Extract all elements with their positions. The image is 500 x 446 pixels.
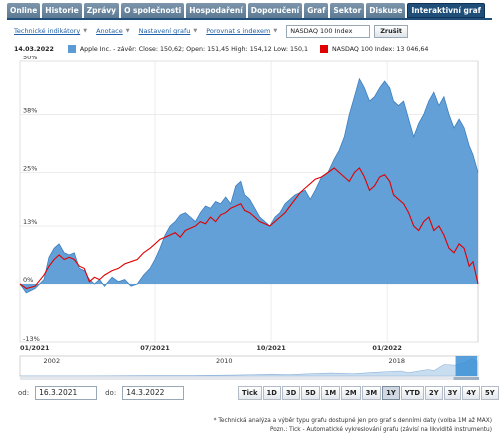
zoom-button-8[interactable]: YTD xyxy=(400,386,424,400)
cancel-compare-button[interactable]: Zrušit xyxy=(374,24,408,38)
annotations-link[interactable]: Anotace xyxy=(96,27,123,35)
stock-area-outline xyxy=(19,77,479,294)
stock-area-series xyxy=(20,78,478,293)
zoom-button-3[interactable]: 5D xyxy=(301,386,320,400)
chart-legend: 14.03.2022 Apple Inc. - závěr: Close: 15… xyxy=(14,43,490,55)
compare-with-index-link[interactable]: Porovnat s indexem xyxy=(206,27,271,35)
navigator-selection[interactable] xyxy=(455,356,477,376)
y-tick-label-4: 0% xyxy=(23,276,33,284)
zoom-button-12[interactable]: 5Y xyxy=(480,386,499,400)
x-tick-label-2: 10/2021 xyxy=(256,344,286,352)
date-range: od: 16.3.2021 do: 14.3.2022 xyxy=(18,386,185,400)
zoom-button-5[interactable]: 2M xyxy=(341,386,361,400)
x-tick-label-3: 01/2022 xyxy=(372,344,402,352)
footer-note-tick: Pozn.: Tick - Automatické vykreslování g… xyxy=(269,427,492,433)
tab-6[interactable]: Graf xyxy=(304,3,329,18)
navigator-year-label-0: 2002 xyxy=(44,357,61,365)
index-series-swatch xyxy=(319,45,328,53)
tab-3[interactable]: O společnosti xyxy=(121,3,185,18)
date-to-input[interactable]: 14.3.2022 xyxy=(122,386,185,400)
y-tick-label-5: -13% xyxy=(23,335,40,343)
zoom-button-1[interactable]: 1D xyxy=(262,386,281,400)
navigator-year-label-1: 2010 xyxy=(216,357,233,365)
tab-9[interactable]: Interaktivní graf xyxy=(407,3,485,18)
y-tick-label-3: 13% xyxy=(23,218,37,226)
stock-series-label: Apple Inc. - závěr: Close: 150,62; Open:… xyxy=(79,45,308,53)
navigator-year-label-2: 2018 xyxy=(389,357,406,365)
zoom-button-10[interactable]: 3Y xyxy=(443,386,462,400)
zoom-button-4[interactable]: 1M xyxy=(320,386,341,400)
compare-index-input[interactable]: NASDAQ 100 Index xyxy=(286,24,371,38)
tab-7[interactable]: Sektor xyxy=(330,3,365,18)
tab-0[interactable]: Online xyxy=(7,3,41,18)
zoom-button-7[interactable]: 1Y xyxy=(382,386,400,400)
chevron-down-icon[interactable]: ▼ xyxy=(273,28,278,34)
chart-toolbar: Technické indikátory ▼ Anotace ▼ Nastave… xyxy=(14,24,408,38)
x-tick-label-1: 07/2021 xyxy=(140,344,170,352)
tab-bar: Online Historie Zprávy O společnosti Hospoda… xyxy=(7,3,485,18)
tab-underline xyxy=(7,18,492,20)
zoom-button-2[interactable]: 3D xyxy=(281,386,301,400)
navigator-scrollbar[interactable] xyxy=(20,377,478,380)
zoom-button-0[interactable]: Tick xyxy=(238,386,262,400)
x-tick-label-0: 01/2021 xyxy=(20,344,50,352)
chart-settings-link[interactable]: Nastavení grafu xyxy=(138,27,191,35)
y-tick-label-0: 50% xyxy=(23,56,37,61)
date-from-input[interactable]: 16.3.2021 xyxy=(35,386,98,400)
y-axis-labels: 50% 38% 25% 13% 0% -13% xyxy=(23,56,40,343)
legend-date: 14.03.2022 xyxy=(14,45,54,53)
x-axis-labels: 01/2021 07/2021 10/2021 01/2022 xyxy=(20,344,402,352)
tab-5[interactable]: Doporučení xyxy=(247,3,303,18)
navigator-year-labels: 2002 2010 2018 xyxy=(44,357,406,365)
tab-1[interactable]: Historie xyxy=(42,3,82,18)
index-series-label: NASDAQ 100 Index: 13 046,64 xyxy=(331,45,429,53)
zoom-button-6[interactable]: 3M xyxy=(361,386,382,400)
chevron-down-icon[interactable]: ▼ xyxy=(83,28,88,34)
stock-series-swatch xyxy=(67,45,76,53)
price-chart[interactable]: 50% 38% 25% 13% 0% -13% 01/2021 07/2021 10/2021… xyxy=(0,56,500,384)
chevron-down-icon[interactable]: ▼ xyxy=(193,28,198,34)
zoom-buttons: Tick1D3D5D1M2M3M1YYTD2Y3Y4Y5YMax xyxy=(238,386,500,400)
navigator-scroll-thumb[interactable] xyxy=(453,377,479,380)
y-tick-label-1: 38% xyxy=(23,107,37,115)
tab-2[interactable]: Zprávy xyxy=(83,3,120,18)
y-tick-label-2: 25% xyxy=(23,165,37,173)
tab-8[interactable]: Diskuse xyxy=(366,3,406,18)
zoom-button-9[interactable]: 2Y xyxy=(425,386,443,400)
index-line-series xyxy=(19,167,479,290)
tab-4[interactable]: Hospodaření xyxy=(186,3,246,18)
technical-indicators-link[interactable]: Technické indikátory xyxy=(14,27,81,35)
date-to-label: do: xyxy=(105,389,117,397)
footer-note-analysis: * Technická analýza a výběr typu grafu d… xyxy=(213,418,492,424)
chevron-down-icon[interactable]: ▼ xyxy=(125,28,130,34)
zoom-button-11[interactable]: 4Y xyxy=(462,386,480,400)
date-from-label: od: xyxy=(18,389,30,397)
